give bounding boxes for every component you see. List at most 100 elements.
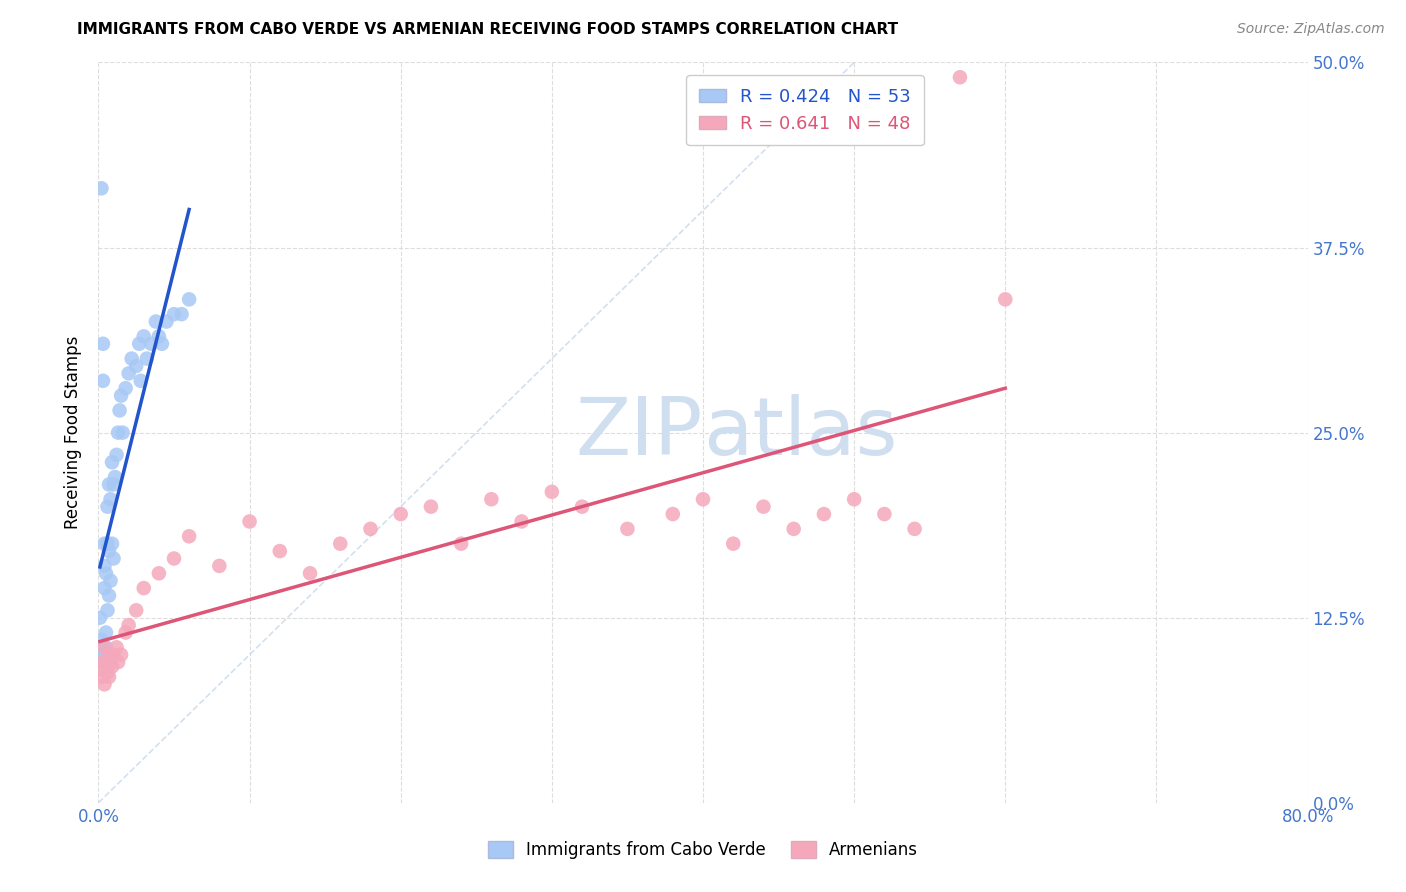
Text: IMMIGRANTS FROM CABO VERDE VS ARMENIAN RECEIVING FOOD STAMPS CORRELATION CHART: IMMIGRANTS FROM CABO VERDE VS ARMENIAN R… <box>77 22 898 37</box>
Point <box>813 507 835 521</box>
Point <box>129 374 152 388</box>
Point <box>93 640 115 655</box>
Point <box>94 648 117 662</box>
Point <box>360 522 382 536</box>
Text: ZIP: ZIP <box>575 393 703 472</box>
Point <box>179 293 201 307</box>
Point <box>208 558 231 573</box>
Point <box>692 492 714 507</box>
Point <box>571 500 593 514</box>
Point <box>121 351 143 366</box>
Point <box>170 307 193 321</box>
Point <box>155 314 177 328</box>
Point <box>98 544 121 558</box>
Point <box>904 522 927 536</box>
Point <box>96 665 118 680</box>
Point <box>179 529 201 543</box>
Point <box>94 625 117 640</box>
Point <box>91 374 114 388</box>
Point <box>94 640 117 655</box>
Point <box>94 655 117 669</box>
Point <box>103 648 125 662</box>
Point <box>98 670 121 684</box>
Point <box>93 677 115 691</box>
Point <box>91 655 114 669</box>
Text: Source: ZipAtlas.com: Source: ZipAtlas.com <box>1237 22 1385 37</box>
Legend: Immigrants from Cabo Verde, Armenians: Immigrants from Cabo Verde, Armenians <box>481 834 925 866</box>
Point <box>844 492 866 507</box>
Point <box>89 610 111 624</box>
Point <box>98 477 121 491</box>
Point <box>114 625 136 640</box>
Point <box>723 536 745 550</box>
Point <box>89 640 111 655</box>
Point <box>96 536 118 550</box>
Point <box>96 659 118 673</box>
Point <box>389 507 412 521</box>
Point <box>103 477 125 491</box>
Point <box>90 632 112 647</box>
Point <box>101 659 124 673</box>
Point <box>616 522 638 536</box>
Point <box>91 655 114 669</box>
Point <box>93 558 115 573</box>
Point <box>107 425 129 440</box>
Legend: R = 0.424   N = 53, R = 0.641   N = 48: R = 0.424 N = 53, R = 0.641 N = 48 <box>686 75 924 145</box>
Point <box>163 551 186 566</box>
Point <box>90 648 112 662</box>
Point <box>540 484 562 499</box>
Point <box>752 500 775 514</box>
Point <box>873 507 896 521</box>
Point <box>98 589 121 603</box>
Point <box>132 581 155 595</box>
Point <box>101 536 124 550</box>
Point <box>90 655 112 669</box>
Point <box>111 425 134 440</box>
Point <box>93 581 115 595</box>
Point <box>994 293 1017 307</box>
Point <box>110 388 132 402</box>
Point <box>100 574 122 588</box>
Point <box>145 314 167 328</box>
Point <box>163 307 186 321</box>
Point <box>125 359 148 373</box>
Point <box>93 536 115 550</box>
Point <box>114 381 136 395</box>
Point <box>148 329 170 343</box>
Point <box>100 492 122 507</box>
Point <box>90 181 112 195</box>
Text: atlas: atlas <box>703 393 897 472</box>
Point <box>125 603 148 617</box>
Y-axis label: Receiving Food Stamps: Receiving Food Stamps <box>65 336 83 529</box>
Point <box>329 536 352 550</box>
Point <box>94 655 117 669</box>
Point <box>661 507 683 521</box>
Point <box>110 648 132 662</box>
Point <box>949 70 972 85</box>
Point <box>107 655 129 669</box>
Point <box>141 336 163 351</box>
Point <box>96 603 118 617</box>
Point <box>420 500 443 514</box>
Point <box>89 663 111 677</box>
Point <box>104 470 127 484</box>
Point <box>93 648 115 662</box>
Point <box>783 522 806 536</box>
Point <box>148 566 170 581</box>
Point <box>510 515 533 529</box>
Point <box>105 640 128 655</box>
Point <box>91 336 114 351</box>
Point <box>132 329 155 343</box>
Point <box>98 648 121 662</box>
Point <box>96 500 118 514</box>
Point <box>450 536 472 550</box>
Point <box>90 670 112 684</box>
Point <box>101 455 124 469</box>
Point <box>91 648 114 662</box>
Point <box>135 351 157 366</box>
Point <box>100 655 122 669</box>
Point <box>118 367 141 381</box>
Point <box>108 403 131 417</box>
Point <box>239 515 262 529</box>
Point <box>128 336 150 351</box>
